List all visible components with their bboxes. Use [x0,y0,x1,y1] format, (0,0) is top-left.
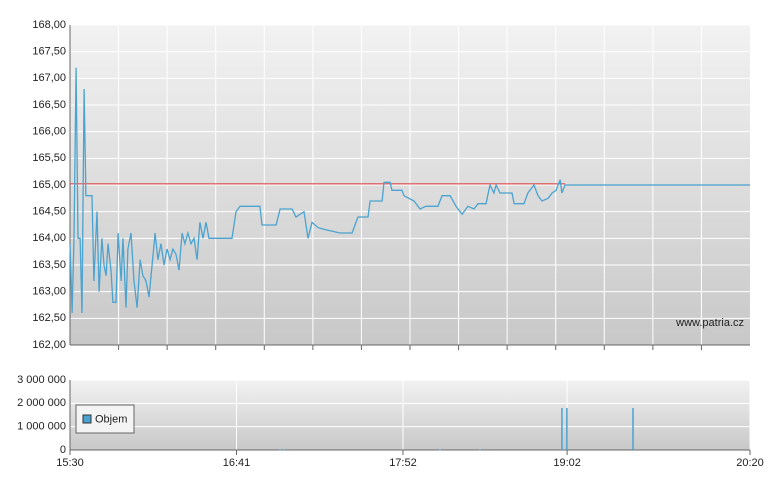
x-tick-label: 17:52 [389,457,417,469]
y-tick-label: 166,50 [32,99,66,111]
y-tick-label: 1 000 000 [17,421,66,433]
watermark: www.patria.cz [675,317,744,329]
volume-bar [566,408,568,450]
volume-bar [279,449,281,451]
volume-bar [439,449,441,451]
y-tick-label: 166,00 [32,126,66,138]
legend-label: Objem [95,413,127,425]
y-tick-label: 168,00 [32,19,66,31]
y-tick-label: 3 000 000 [17,374,66,386]
y-tick-label: 167,50 [32,46,66,58]
volume-plot-area [70,380,750,450]
x-tick-label: 19:02 [553,457,581,469]
y-tick-label: 167,00 [32,72,66,84]
volume-bar [479,449,481,451]
y-tick-label: 165,50 [32,152,66,164]
y-tick-label: 164,50 [32,206,66,218]
y-tick-label: 0 [60,444,66,456]
y-tick-label: 2 000 000 [17,397,66,409]
price-line [69,67,750,314]
x-tick-label: 20:20 [736,457,764,469]
y-tick-label: 164,00 [32,232,66,244]
y-tick-label: 162,50 [32,312,66,324]
volume-bar [561,408,563,450]
volume-bar [283,449,285,451]
y-tick-label: 165,00 [32,179,66,191]
y-tick-label: 163,00 [32,286,66,298]
y-tick-label: 162,00 [32,339,66,351]
x-tick-label: 15:30 [56,457,84,469]
x-tick-label: 16:41 [223,457,251,469]
legend-swatch [82,414,92,424]
y-tick-label: 163,50 [32,259,66,271]
volume-bar [632,408,634,450]
